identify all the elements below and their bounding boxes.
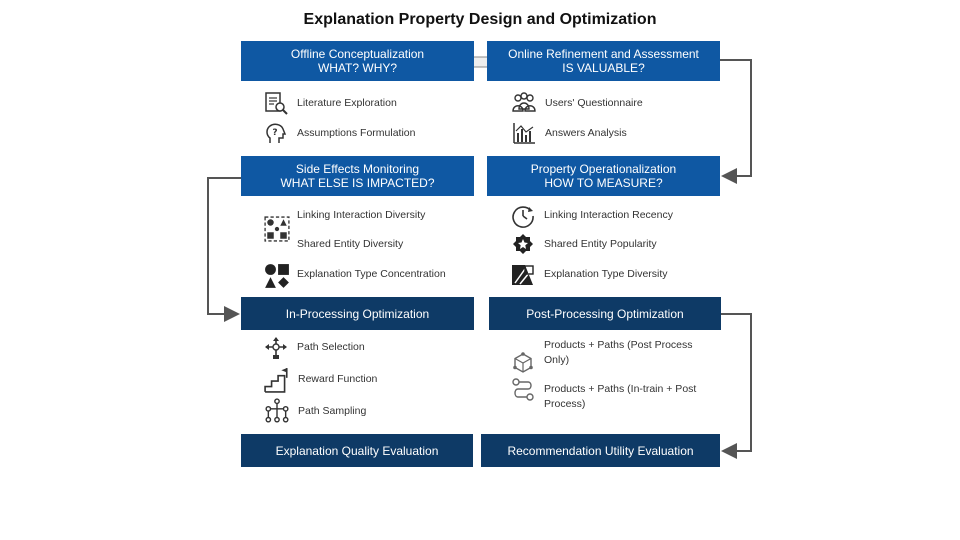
online-line2: IS VALUABLE? (562, 61, 645, 75)
answers-item: Answers Analysis (545, 127, 627, 139)
shared-popularity-item: Shared Entity Popularity (544, 238, 657, 250)
operationalization-line1: Property Operationalization (530, 162, 677, 176)
property-operationalization-box: Property Operationalization HOW TO MEASU… (487, 156, 720, 196)
literature-label: Literature Exploration (297, 97, 397, 109)
online-refinement-box: Online Refinement and Assessment IS VALU… (487, 41, 720, 81)
recommendation-utility-evaluation-box: Recommendation Utility Evaluation (481, 434, 720, 467)
network-icon (265, 398, 289, 423)
diversity-shapes-icon (264, 216, 290, 242)
literature-item: Literature Exploration (297, 97, 397, 109)
route-icon (265, 337, 287, 359)
post-processing-label: Post-Processing Optimization (526, 306, 684, 321)
explanation-quality-evaluation-box: Explanation Quality Evaluation (241, 434, 473, 467)
star-badge-icon (513, 234, 533, 254)
shapes-diversity-icon (512, 265, 534, 285)
side-effects-monitoring-box: Side Effects Monitoring WHAT ELSE IS IMP… (241, 156, 474, 196)
linking-recency-item: Linking Interaction Recency (544, 209, 673, 221)
users-group-icon (512, 92, 536, 112)
type-diversity-item: Explanation Type Diversity (544, 268, 668, 280)
arrow-post-to-recommendation (721, 313, 752, 459)
reward-function-item: Reward Function (298, 373, 377, 385)
products-intrain-item: Products + Paths (In-train + Post Proces… (544, 382, 719, 412)
recommendation-utility-label: Recommendation Utility Evaluation (507, 443, 694, 458)
products-intrain-label: Products + Paths (In-train + Post Proces… (544, 383, 697, 410)
cube-network-icon (513, 352, 533, 373)
shared-diversity-item: Shared Entity Diversity (297, 238, 403, 250)
side-effects-line2: WHAT ELSE IS IMPACTED? (280, 176, 435, 190)
arrow-side-effects-to-in-processing (207, 177, 241, 322)
operationalization-line2: HOW TO MEASURE? (544, 176, 663, 190)
products-post-item: Products + Paths (Post Process Only) (544, 338, 719, 368)
diagram-title: Explanation Property Design and Optimiza… (303, 11, 657, 28)
linking-diversity-label: Linking Interaction Diversity (297, 209, 426, 221)
assumptions-item: Assumptions Formulation (297, 127, 415, 139)
path-selection-item: Path Selection (297, 341, 365, 353)
shared-popularity-label: Shared Entity Popularity (544, 238, 657, 250)
offline-line2: WHAT? WHY? (317, 61, 398, 75)
side-effects-line1: Side Effects Monitoring (295, 162, 420, 176)
linking-diversity-item: Linking Interaction Diversity (297, 209, 425, 221)
answers-label: Answers Analysis (545, 127, 627, 139)
questionnaire-item: Users' Questionnaire (545, 97, 643, 109)
head-question-icon: ? (266, 123, 287, 143)
path-selection-label: Path Selection (297, 341, 365, 353)
in-processing-label: In-Processing Optimization (285, 306, 430, 321)
questionnaire-label: Users' Questionnaire (545, 97, 643, 109)
in-processing-optimization-box: In-Processing Optimization (241, 297, 474, 330)
products-post-label: Products + Paths (Post Process Only) (544, 339, 693, 366)
offline-conceptualization-box: Offline Conceptualization WHAT? WHY? (241, 41, 474, 81)
arrow-online-to-operationalization (720, 59, 752, 184)
type-concentration-label: Explanation Type Concentration (297, 268, 446, 280)
explanation-quality-label: Explanation Quality Evaluation (275, 443, 439, 458)
offline-line1: Offline Conceptualization (290, 47, 425, 61)
type-concentration-item: Explanation Type Concentration (297, 268, 446, 280)
shapes-icon (265, 264, 289, 288)
path-sampling-label: Path Sampling (298, 405, 367, 417)
path-nodes-icon (512, 378, 534, 401)
reward-function-label: Reward Function (298, 373, 378, 385)
post-processing-optimization-box: Post-Processing Optimization (489, 297, 721, 330)
type-diversity-label: Explanation Type Diversity (544, 268, 668, 280)
assumptions-label: Assumptions Formulation (297, 127, 416, 139)
bar-chart-icon (513, 123, 535, 144)
online-line1: Online Refinement and Assessment (508, 47, 699, 61)
stairs-flag-icon (264, 368, 288, 393)
svg-text:?: ? (272, 128, 277, 138)
document-search-icon (265, 92, 288, 115)
shared-diversity-label: Shared Entity Diversity (297, 238, 404, 250)
linking-recency-label: Linking Interaction Recency (544, 209, 673, 221)
path-sampling-item: Path Sampling (298, 405, 366, 417)
clock-icon (512, 206, 534, 228)
